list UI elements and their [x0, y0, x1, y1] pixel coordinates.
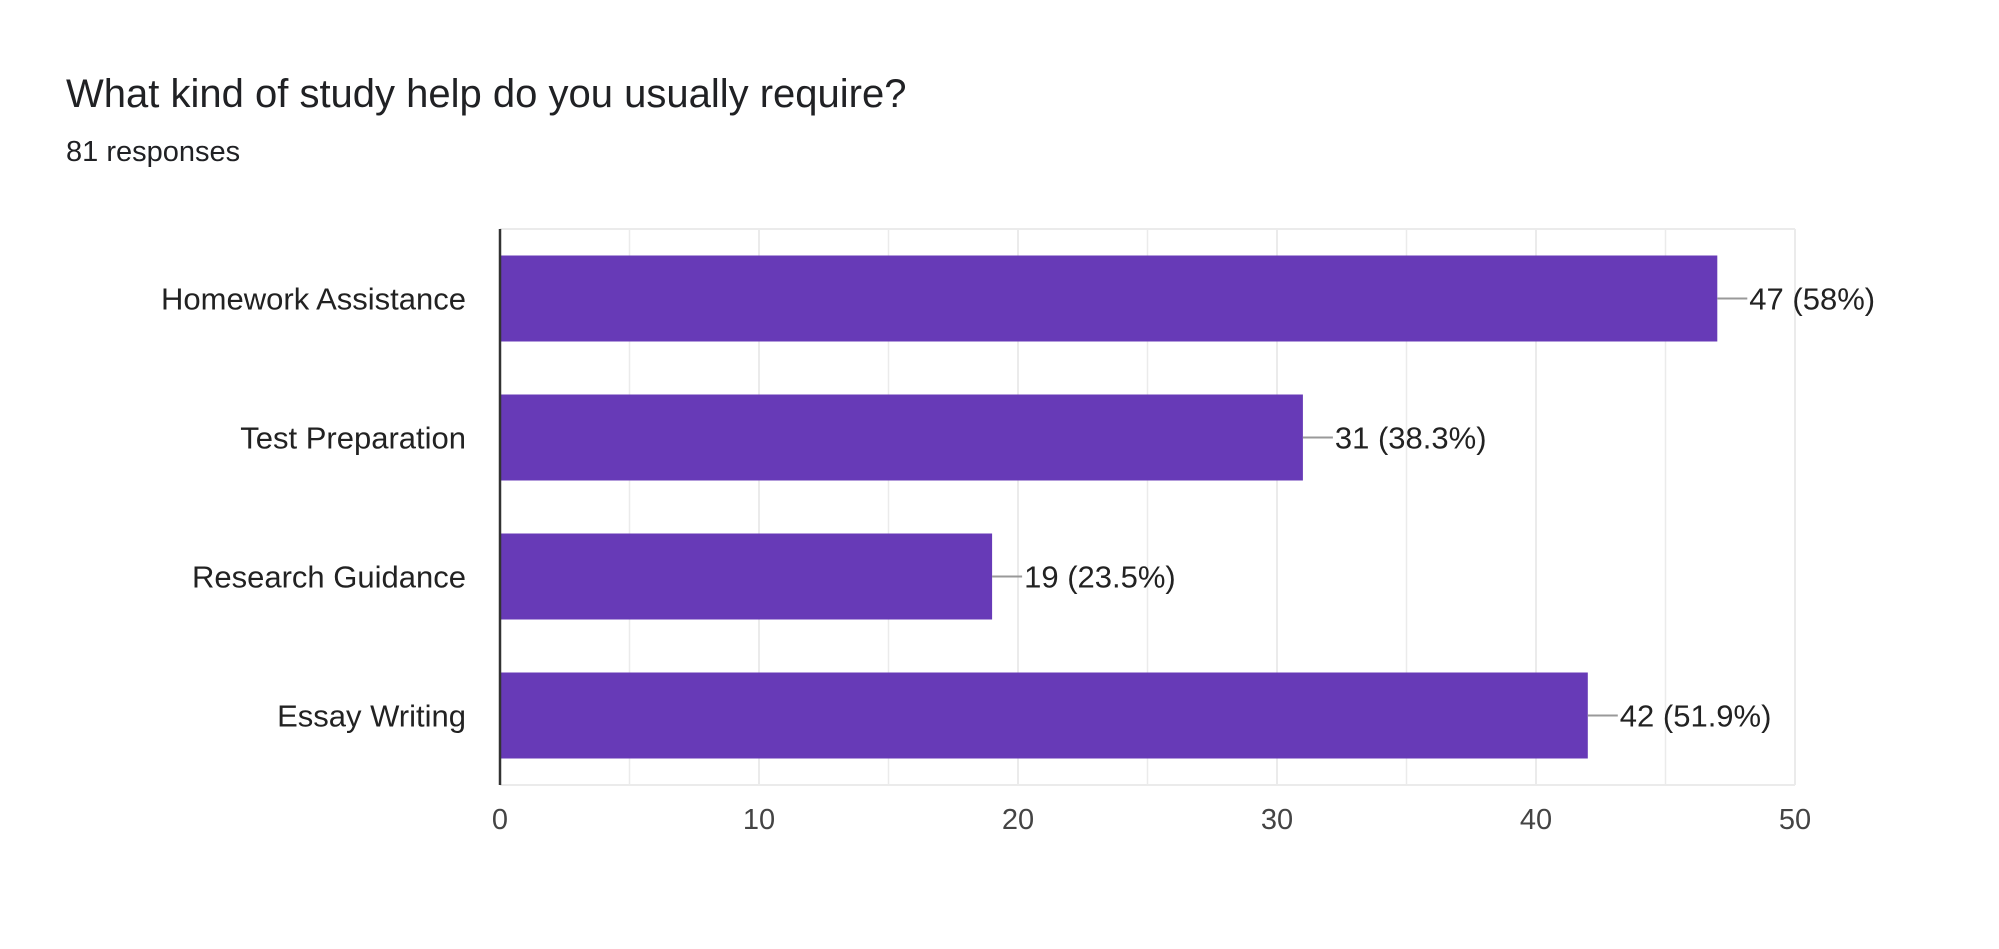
- bar: [500, 255, 1718, 342]
- bar: [500, 672, 1588, 759]
- x-tick-label: 50: [1779, 804, 1811, 836]
- category-label: Essay Writing: [277, 699, 466, 734]
- labels: 47 (58%) Homework Assistance 31 (38.3%) Tes…: [161, 282, 1875, 734]
- bars: [500, 255, 1718, 759]
- x-tick-label: 30: [1261, 804, 1293, 836]
- category-label: Research Guidance: [192, 560, 466, 595]
- bar: [500, 533, 993, 620]
- axes: 0 10 20 30 40 50: [492, 229, 1811, 836]
- bar: [500, 394, 1303, 481]
- question-title: What kind of study help do you usually r…: [66, 72, 907, 116]
- x-tick-label: 0: [492, 804, 508, 836]
- category-label: Homework Assistance: [161, 282, 466, 317]
- x-tick-label: 10: [743, 804, 775, 836]
- category-label: Test Preparation: [240, 421, 466, 456]
- response-count: 81 responses: [66, 136, 241, 168]
- x-tick-label: 20: [1002, 804, 1034, 836]
- data-label: 42 (51.9%): [1620, 699, 1772, 734]
- data-label: 19 (23.5%): [1024, 560, 1176, 595]
- data-label: 31 (38.3%): [1335, 421, 1487, 456]
- data-label: 47 (58%): [1749, 282, 1875, 317]
- x-tick-label: 40: [1520, 804, 1552, 836]
